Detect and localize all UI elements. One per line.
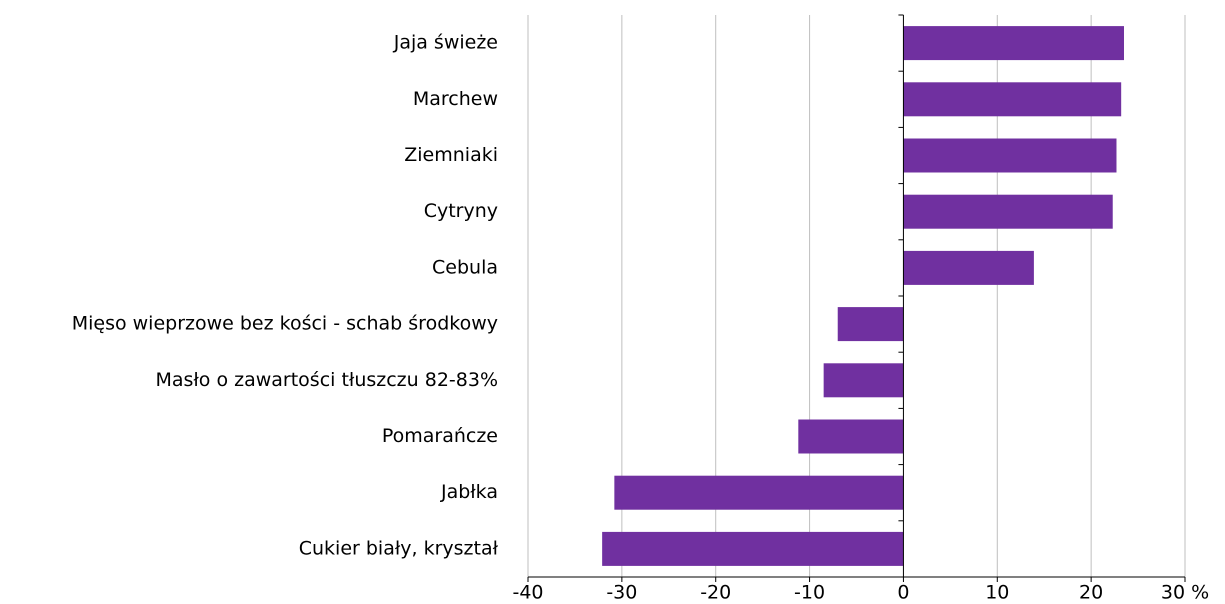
x-tick-label: -40 xyxy=(512,582,543,604)
bar xyxy=(602,531,904,566)
bar xyxy=(837,307,904,342)
y-tick-label: Cukier biały, kryształ xyxy=(299,537,499,559)
y-tick-label: Cebula xyxy=(432,256,498,278)
x-tick-label: 20 xyxy=(1079,582,1103,604)
bar xyxy=(903,250,1034,285)
bar xyxy=(903,82,1122,117)
bar xyxy=(614,475,904,510)
y-tick-label: Ziemniaki xyxy=(404,144,498,166)
y-tick-label: Masło o zawartości tłuszczu 82-83% xyxy=(155,369,498,391)
x-tick-label: 0 xyxy=(897,582,909,604)
bar xyxy=(903,26,1124,61)
bar xyxy=(823,363,904,398)
y-tick-label: Pomarańcze xyxy=(382,425,498,447)
x-tick-label: -20 xyxy=(700,582,731,604)
bar xyxy=(798,419,904,454)
x-tick-label: 30 % xyxy=(1161,582,1209,604)
y-tick-label: Marchew xyxy=(413,88,498,110)
y-tick-label: Mięso wieprzowe bez kości - schab środko… xyxy=(72,313,498,335)
y-tick-label: Cytryny xyxy=(424,200,498,222)
y-tick-label: Jabłka xyxy=(440,481,498,503)
bar xyxy=(903,138,1117,173)
x-tick-label: -30 xyxy=(606,582,637,604)
y-tick-label: Jaja świeże xyxy=(393,32,498,54)
bar xyxy=(903,194,1113,229)
x-tick-label: 10 xyxy=(985,582,1009,604)
x-tick-label: -10 xyxy=(794,582,825,604)
